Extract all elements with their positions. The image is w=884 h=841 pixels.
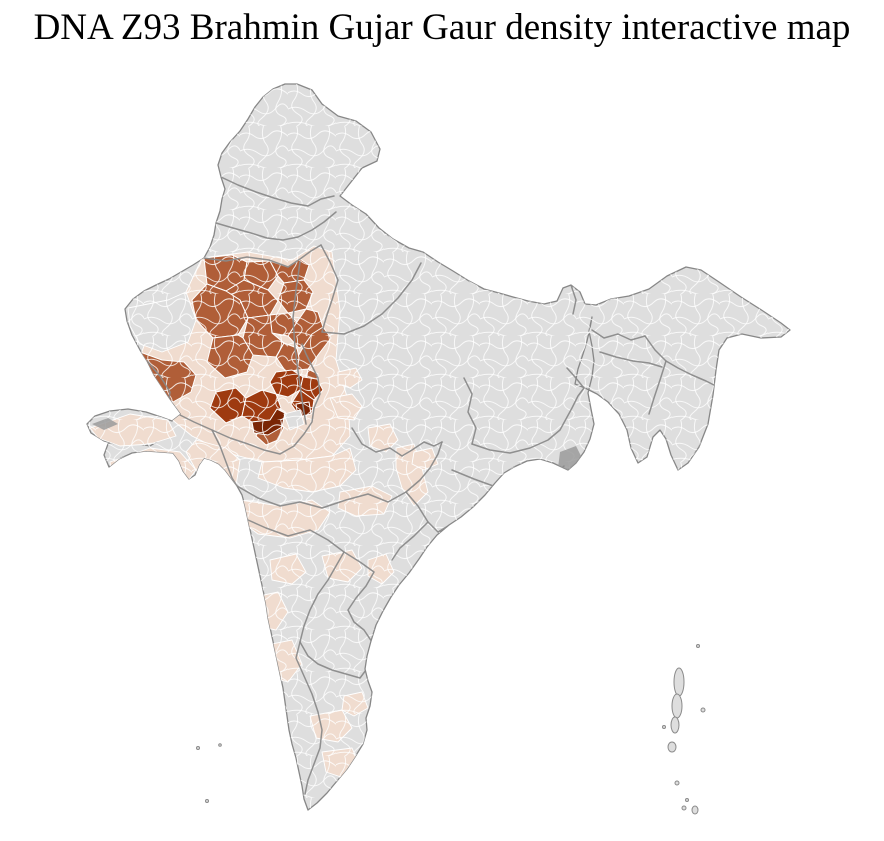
- state-borders: [146, 176, 717, 795]
- district-mesh-overlay: [87, 84, 790, 810]
- lakshadweep-islands[interactable]: [196, 743, 222, 803]
- map-title: DNA Z93 Brahmin Gujar Gaur density inter…: [33, 7, 851, 48]
- andaman-nicobar-islands[interactable]: [662, 644, 706, 815]
